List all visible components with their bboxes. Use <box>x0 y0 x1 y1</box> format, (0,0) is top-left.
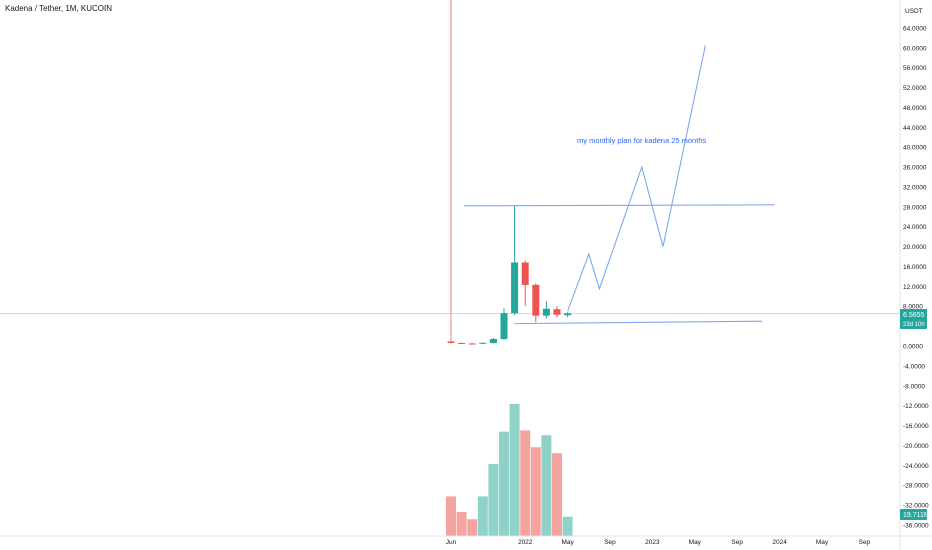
currency-label[interactable]: USDT <box>905 8 923 15</box>
y-tick-label: -8.0000 <box>903 383 925 390</box>
volume-bars <box>446 404 573 536</box>
y-tick-label: 24.0000 <box>903 224 927 231</box>
candle-body <box>521 262 529 285</box>
candle-body <box>489 339 497 344</box>
volume-bar <box>509 404 520 536</box>
y-tick-label: 48.0000 <box>903 105 927 112</box>
y-tick-label: 36.0000 <box>903 165 927 172</box>
drawings[interactable] <box>450 0 775 342</box>
y-tick-label: -20.0000 <box>903 443 929 450</box>
volume-bar <box>530 447 541 536</box>
price-tag-value: 6.5655 <box>903 312 925 319</box>
support-line <box>514 320 763 325</box>
volume-bar <box>562 516 573 536</box>
candles <box>447 205 572 345</box>
y-tick-label: -4.0000 <box>903 363 925 370</box>
price-tag: 6.5655 23d 10h <box>900 309 927 329</box>
y-tick-label: 28.0000 <box>903 204 927 211</box>
candle-body <box>458 343 466 345</box>
volume-bar <box>477 496 488 536</box>
y-tick-label: 56.0000 <box>903 65 927 72</box>
x-tick-label: May <box>816 539 829 546</box>
y-tick-label: -16.0000 <box>903 423 929 430</box>
x-tick-label: Jun <box>446 539 457 546</box>
y-tick-label: 60.0000 <box>903 45 927 52</box>
candle-body <box>479 342 487 344</box>
x-tick-label: May <box>561 539 574 546</box>
price-tag-countdown: 23d 10h <box>903 322 925 328</box>
candle-body <box>447 341 455 344</box>
volume-bar <box>456 512 467 536</box>
candle-body <box>564 313 572 316</box>
volume-bar <box>520 430 531 536</box>
price-axis[interactable]: 64.0000 60.0000 56.0000 52.0000 48.0000 44.00… <box>899 0 929 550</box>
volume-tag: 19.711M <box>900 509 930 520</box>
x-tick-label: Sep <box>859 539 871 546</box>
resistance-line <box>463 204 775 207</box>
y-tick-label: -36.0000 <box>903 522 929 529</box>
y-tick-label: 44.0000 <box>903 125 927 132</box>
y-tick-label: 8.0000 <box>903 304 923 311</box>
volume-bar <box>488 464 499 536</box>
price-tag-box <box>900 309 927 329</box>
x-tick-label: May <box>689 539 702 546</box>
y-tick-label: 0.0000 <box>903 344 923 351</box>
y-tick-label: 64.0000 <box>903 25 927 32</box>
x-tick-label: 2023 <box>645 539 660 546</box>
y-tick-label: 52.0000 <box>903 85 927 92</box>
volume-bar <box>467 519 478 536</box>
candle-body <box>542 308 550 316</box>
plan-path-line <box>567 45 706 312</box>
y-tick-label: 20.0000 <box>903 244 927 251</box>
x-tick-label: 2024 <box>772 539 787 546</box>
candle-body <box>553 309 561 315</box>
y-tick-label: -12.0000 <box>903 403 929 410</box>
time-axis[interactable]: Jun 2022 May Sep 2023 May Sep 2024 May Sep <box>0 535 932 546</box>
y-tick-label: 16.0000 <box>903 264 927 271</box>
y-tick-label: 12.0000 <box>903 284 927 291</box>
volume-bar <box>446 496 456 536</box>
y-tick-label: -28.0000 <box>903 483 929 490</box>
volume-bar <box>552 453 562 536</box>
x-tick-label: 2022 <box>518 539 533 546</box>
x-tick-label: Sep <box>604 539 616 546</box>
candle-body <box>500 313 508 340</box>
y-tick-label: 32.0000 <box>903 184 927 191</box>
y-tick-label: -32.0000 <box>903 503 929 510</box>
y-tick-label: -24.0000 <box>903 463 929 470</box>
volume-bar <box>541 435 552 536</box>
symbol-title[interactable]: Kadena / Tether, 1M, KUCOIN <box>5 4 113 13</box>
candle-body <box>511 262 519 314</box>
x-tick-label: Sep <box>731 539 743 546</box>
annotation-text[interactable]: my monthly plan for kadena 25 months <box>577 136 706 145</box>
volume-bar <box>499 431 509 536</box>
volume-tag-box <box>900 509 927 520</box>
candle-body <box>468 343 476 345</box>
volume-tag-value: 19.711M <box>903 512 930 519</box>
candle-body <box>532 284 540 316</box>
y-tick-label: 40.0000 <box>903 145 927 152</box>
